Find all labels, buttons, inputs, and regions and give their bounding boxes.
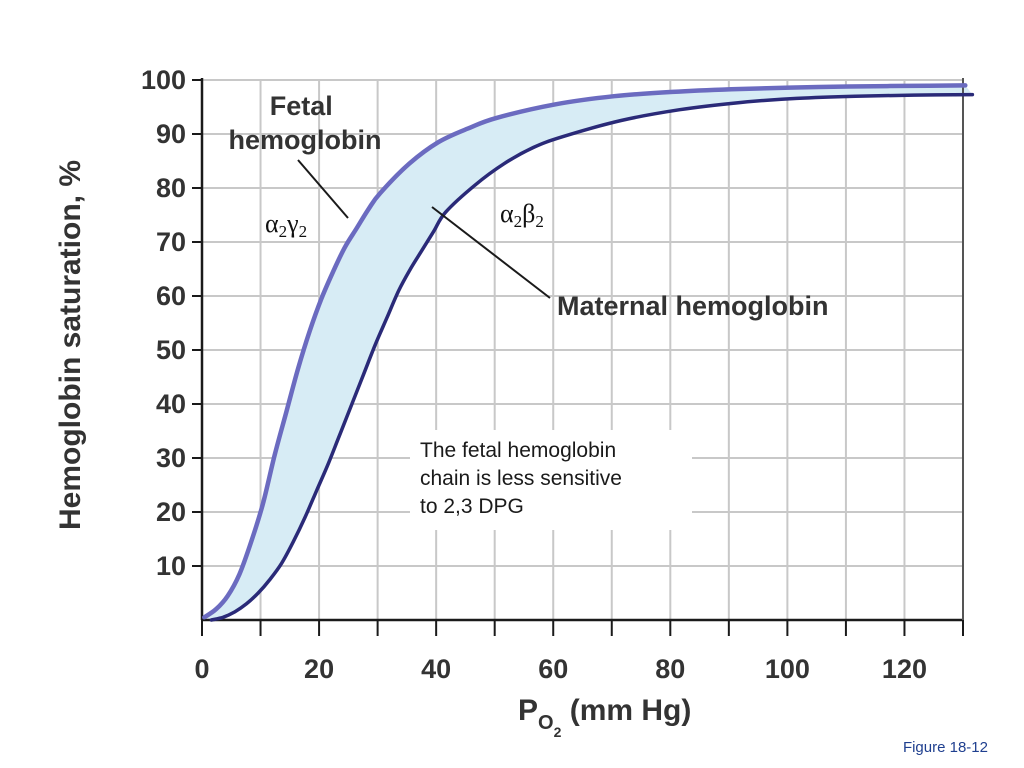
figure-label: Figure 18-12	[903, 739, 988, 756]
fetal-label-line-1: Fetal	[270, 91, 333, 121]
maternal-label-leader-line	[431, 206, 551, 299]
x-tick-label: 20	[304, 654, 334, 684]
y-tick-label: 80	[156, 173, 186, 203]
y-tick-label: 70	[156, 227, 186, 257]
fetal-subunit-label: α2γ2	[265, 209, 307, 241]
annotation-box	[410, 430, 692, 530]
y-tick-label: 50	[156, 335, 186, 365]
maternal-subunit-beta-count: 2	[535, 212, 544, 231]
fetal-subunit-alpha-count: 2	[279, 222, 288, 241]
x-axis-title-subsub: 2	[554, 724, 562, 740]
x-tick-label: 60	[538, 654, 568, 684]
series-lines	[202, 83, 975, 622]
x-axis-title-sub: O	[538, 712, 554, 734]
maternal-subunit-alpha: α	[500, 199, 514, 228]
y-tick-label: 30	[156, 443, 186, 473]
tick-labels: 10 20 30 40 50 60 70 80 90 100 0 20 40 60 80 100 120	[141, 65, 927, 684]
x-tick-label: 0	[194, 654, 209, 684]
y-axis-title: Hemoglobin saturation, %	[54, 160, 87, 530]
axes	[192, 78, 964, 636]
x-tick-label: 120	[882, 654, 927, 684]
annotation-text: The fetal hemoglobin chain is less sensi…	[420, 439, 628, 518]
x-axis-title-rest: (mm Hg)	[561, 694, 691, 727]
annotation-line-3: to 2,3 DPG	[420, 495, 524, 518]
fetal-hemoglobin-label: Fetal hemoglobin	[229, 91, 382, 155]
y-tick-label: 40	[156, 389, 186, 419]
y-tick-label: 20	[156, 497, 186, 527]
maternal-subunit-label: α2β2	[500, 199, 544, 231]
x-axis-title-base: P	[518, 694, 538, 727]
maternal-subunit-beta: β	[522, 199, 535, 228]
x-tick-label: 40	[421, 654, 451, 684]
annotation-line-1: The fetal hemoglobin	[420, 439, 616, 462]
x-tick-label: 80	[655, 654, 685, 684]
maternal-hemoglobin-label: Maternal hemoglobin	[557, 291, 829, 321]
y-tick-label: 60	[156, 281, 186, 311]
fetal-hemoglobin-line	[202, 83, 968, 620]
y-tick-label: 100	[141, 65, 186, 95]
maternal-subunit-alpha-count: 2	[514, 212, 523, 231]
annotation-line-2: chain is less sensitive	[420, 467, 622, 490]
fetal-label-leader-line	[297, 159, 349, 219]
fetal-subunit-alpha: α	[265, 209, 279, 238]
y-tick-label: 90	[156, 119, 186, 149]
x-axis-title: PO2 (mm Hg)	[518, 694, 691, 740]
fetal-label-line-2: hemoglobin	[229, 125, 382, 155]
maternal-hemoglobin-line	[209, 92, 975, 622]
y-tick-label: 10	[156, 551, 186, 581]
fetal-subunit-gamma: γ	[286, 209, 299, 238]
saturation-difference-band	[204, 85, 973, 620]
x-tick-label: 100	[765, 654, 810, 684]
fetal-subunit-gamma-count: 2	[299, 222, 308, 241]
